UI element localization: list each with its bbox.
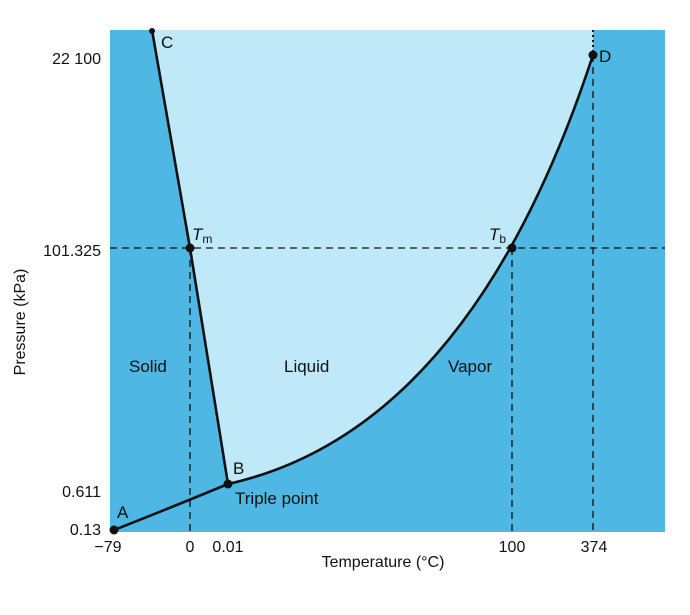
point-a-label: A [117, 503, 129, 522]
point-tb-marker [507, 243, 517, 253]
tb-sub: b [499, 232, 506, 246]
solid-region-label: Solid [129, 357, 167, 376]
y-tick-0611: 0.611 [62, 484, 101, 501]
y-axis-title: Pressure (kPa) [12, 269, 29, 376]
liquid-region-label: Liquid [284, 357, 329, 376]
point-tb-label: Tb [489, 225, 506, 246]
tm-main: T [192, 225, 204, 244]
point-tm-marker [185, 243, 195, 253]
x-tick-neg79: −79 [94, 539, 121, 556]
y-tick-101325: 101.325 [43, 243, 101, 260]
y-tick-22100: 22 100 [52, 51, 101, 68]
vapor-region-label: Vapor [448, 357, 492, 376]
triple-point-label: Triple point [235, 489, 319, 508]
x-tick-374: 374 [581, 539, 608, 556]
liquid-region [152, 30, 593, 484]
tm-sub: m [202, 232, 212, 246]
x-tick-100: 100 [499, 539, 526, 556]
point-b-marker [223, 479, 233, 489]
phase-points [109, 28, 598, 535]
reference-lines [110, 55, 665, 532]
point-d-label: D [599, 47, 611, 66]
tb-main: T [489, 225, 501, 244]
x-tick-0: 0 [186, 539, 195, 556]
point-c-marker [149, 28, 155, 34]
y-tick-013: 0.13 [70, 522, 101, 539]
x-axis-title: Temperature (°C) [322, 554, 445, 571]
sublimation-curve [113, 482, 229, 532]
point-tm-label: Tm [192, 225, 212, 246]
point-b-label: B [233, 459, 244, 478]
x-tick-001: 0.01 [212, 539, 243, 556]
point-a-marker [109, 525, 119, 535]
point-c-label: C [161, 33, 173, 52]
point-d-marker [588, 50, 598, 60]
vaporization-curve [227, 54, 595, 486]
